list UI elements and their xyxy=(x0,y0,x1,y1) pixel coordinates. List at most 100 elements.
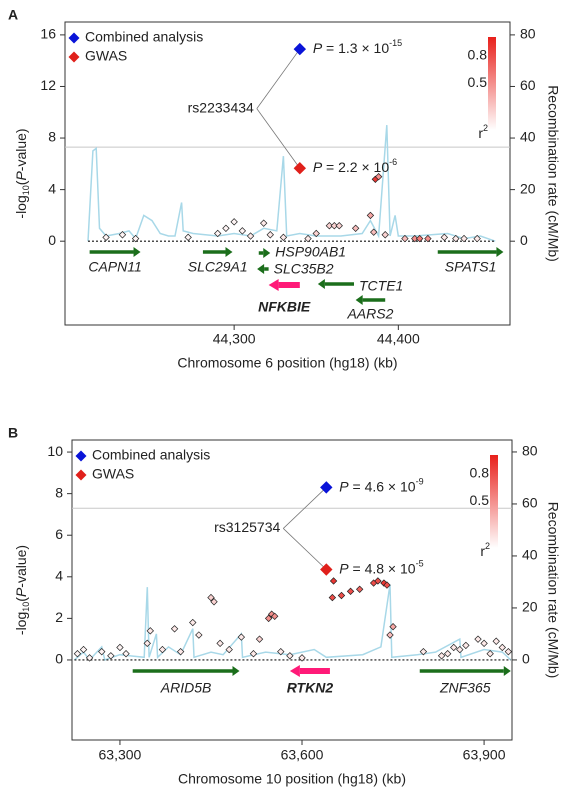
snp-point xyxy=(366,211,375,220)
y-tick-label: 4 xyxy=(48,180,56,196)
y-axis-label-part: 10 xyxy=(21,185,31,195)
snp-point xyxy=(460,234,468,243)
snp-point xyxy=(335,222,343,230)
snp-point xyxy=(102,233,110,242)
r2-title-part: 2 xyxy=(485,541,490,551)
lead-snp-label: rs2233434 xyxy=(188,99,254,115)
snp-point xyxy=(184,233,192,242)
legend-marker xyxy=(68,51,80,63)
lead-connector xyxy=(283,528,327,570)
snp-point xyxy=(498,643,506,652)
p-value-label-part: P xyxy=(339,478,349,494)
gene-label: ZNF365 xyxy=(439,680,491,696)
r2-color-bar xyxy=(488,37,496,130)
y2-axis-label: Recombination rate (cM/Mb) xyxy=(545,85,561,262)
snp-point xyxy=(456,645,464,654)
snp-point xyxy=(351,224,360,232)
x-tick-label: 63,300 xyxy=(99,747,142,763)
panel-letter: A xyxy=(8,7,18,23)
y2-tick-label: 0 xyxy=(522,651,530,667)
legend-label: GWAS xyxy=(85,48,127,64)
y-tick-label: 4 xyxy=(55,568,63,584)
y-axis-label-part: -value) xyxy=(13,128,29,171)
snp-point xyxy=(437,652,446,660)
gene-label: NFKBIE xyxy=(258,299,311,315)
lead-point xyxy=(320,481,333,494)
snp-point xyxy=(480,639,488,648)
legend-label: Combined analysis xyxy=(92,447,210,463)
y-tick-label: 8 xyxy=(55,484,63,500)
snp-point xyxy=(98,647,106,656)
y-tick-label: 0 xyxy=(55,651,63,667)
snp-point xyxy=(259,219,268,227)
p-value-label: P = 2.2 × 10-6 xyxy=(313,158,397,175)
snp-point xyxy=(189,618,197,627)
snp-point xyxy=(249,650,258,658)
snp-point xyxy=(312,229,320,238)
snp-point xyxy=(214,229,222,238)
snp-point xyxy=(237,633,246,641)
y-tick-label: 8 xyxy=(48,129,56,145)
gene-arrowhead xyxy=(317,279,325,289)
snp-point xyxy=(122,650,130,658)
snp-point xyxy=(216,639,224,648)
p-value-label-part: -9 xyxy=(416,477,424,487)
p-value-label-part: = 1.3 × 10 xyxy=(322,40,389,56)
gene-arrowhead xyxy=(263,248,271,258)
y-tick-label: 16 xyxy=(40,26,56,42)
lead-connector xyxy=(256,48,301,109)
snp-point xyxy=(473,234,481,243)
x-tick-label: 63,900 xyxy=(463,747,506,763)
snp-point xyxy=(440,233,449,242)
p-value-label: P = 1.3 × 10-15 xyxy=(313,38,402,55)
snp-point xyxy=(419,647,428,656)
snp-point xyxy=(411,234,419,243)
panel-letter: B xyxy=(8,425,18,441)
snp-point xyxy=(118,231,127,239)
y-axis-label-part: 10 xyxy=(21,602,31,612)
snp-point xyxy=(225,645,233,654)
p-value-label-part: P xyxy=(313,40,323,56)
y-tick-label: 0 xyxy=(48,232,56,248)
r2-tick-label: 0.5 xyxy=(470,492,490,508)
snp-point xyxy=(325,222,334,230)
gene-arrowhead xyxy=(268,279,279,291)
snp-point xyxy=(381,231,389,239)
snp-point xyxy=(355,585,364,593)
snp-point xyxy=(131,234,140,243)
r2-title: r2 xyxy=(480,541,490,558)
y2-tick-label: 80 xyxy=(520,26,536,42)
snp-point xyxy=(374,577,382,585)
p-value-label: P = 4.6 × 10-9 xyxy=(339,477,423,494)
p-value-label-part: = 2.2 × 10 xyxy=(322,159,389,175)
y-axis-label-part: -log xyxy=(13,612,29,635)
snp-point xyxy=(346,587,355,596)
y-axis-label-part: P xyxy=(13,171,29,181)
plot-frame xyxy=(71,439,513,741)
gene-arrowhead xyxy=(257,264,265,274)
x-tick-label: 44,300 xyxy=(213,331,256,347)
y-tick-label: 6 xyxy=(55,526,63,542)
y2-tick-label: 20 xyxy=(520,180,536,196)
snp-point xyxy=(279,233,288,242)
p-value-label-part: -6 xyxy=(389,158,397,168)
snp-point xyxy=(474,635,482,643)
lead-point xyxy=(293,42,307,56)
gene-arrowhead xyxy=(496,247,504,257)
p-value-label: P = 4.8 × 10-5 xyxy=(339,559,423,576)
snp-point xyxy=(158,645,167,654)
snp-point xyxy=(330,222,338,230)
snp-point xyxy=(443,650,452,658)
recombination-line xyxy=(87,125,496,242)
y-axis-label-part: -log xyxy=(13,195,29,218)
y2-tick-label: 60 xyxy=(520,77,536,93)
snp-point xyxy=(143,639,151,648)
snp-point xyxy=(230,218,238,226)
x-axis-label: Chromosome 6 position (hg18) (kb) xyxy=(177,355,397,371)
snp-point xyxy=(386,631,394,639)
snp-point xyxy=(486,650,494,658)
snp-point xyxy=(266,231,274,239)
snp-point xyxy=(380,579,388,587)
snp-point xyxy=(286,652,294,660)
legend-marker xyxy=(75,469,87,481)
